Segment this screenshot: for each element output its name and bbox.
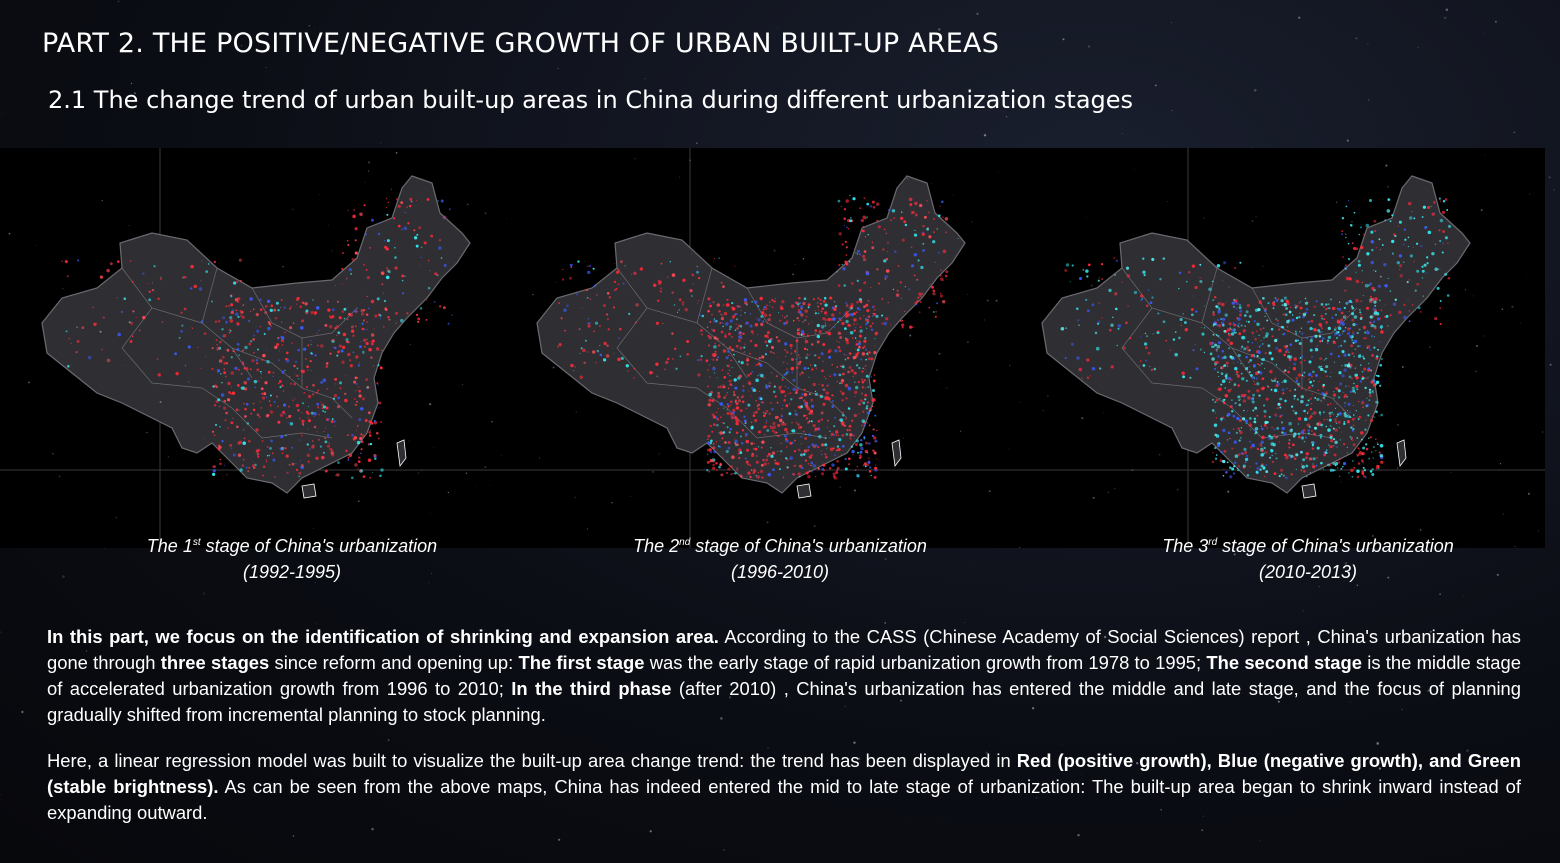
caption-stage-1-suffix: stage of China's urbanization xyxy=(200,536,438,556)
p1-emphasis-first-stage: The first stage xyxy=(518,652,645,673)
caption-stage-2-years: (1996-2010) xyxy=(730,562,830,582)
caption-stage-3-prefix: The 3 xyxy=(1162,536,1209,556)
map-stage-3 xyxy=(1028,148,1545,548)
p2-emphasis-legend: Red (positive growth), Blue (negative gr… xyxy=(47,750,1522,797)
map-stage-2 xyxy=(530,148,1030,548)
p1-emphasis-three-stages: three stages xyxy=(160,652,270,673)
caption-stage-3-suffix: stage of China's urbanization xyxy=(1217,536,1454,556)
caption-stage-3-ordinal: rd xyxy=(1208,537,1218,548)
p1-text-2: since reform and opening up: xyxy=(269,652,519,673)
caption-stage-1-years: (1992-1995) xyxy=(242,562,342,582)
paragraph-stages: In this part, we focus on the identifica… xyxy=(47,624,1521,728)
caption-stage-1-ordinal: st xyxy=(192,537,201,548)
p1-emphasis-focus: In this part, we focus on the identifica… xyxy=(47,626,719,647)
china-map-svg xyxy=(530,148,1030,548)
china-outline xyxy=(1041,175,1471,494)
p1-text-4: is the middle stage of accelerated urban… xyxy=(47,652,1521,699)
caption-stage-3-years: (2010-2013) xyxy=(1258,562,1358,582)
maps-band xyxy=(0,148,1545,548)
p1-emphasis-third-phase: In the third phase xyxy=(511,678,672,699)
china-outline xyxy=(536,175,966,494)
china-map-svg xyxy=(0,148,540,548)
caption-stage-2-ordinal: nd xyxy=(679,537,691,548)
page-subtitle: 2.1 The change trend of urban built-up a… xyxy=(48,86,1134,114)
p2-text-1: Here, a linear regression model was buil… xyxy=(47,750,1017,771)
p1-text-1: According to the CASS (Chinese Academy o… xyxy=(47,626,1521,673)
china-outline xyxy=(41,175,471,494)
page-title: PART 2. THE POSITIVE/NEGATIVE GROWTH OF … xyxy=(42,28,1000,59)
caption-stage-2: The 2nd stage of China's urbanization (1… xyxy=(570,530,990,585)
china-map-svg xyxy=(1028,148,1545,548)
paragraph-regression: Here, a linear regression model was buil… xyxy=(47,748,1521,826)
p1-emphasis-second-stage: The second stage xyxy=(1206,652,1362,673)
caption-stage-3: The 3rd stage of China's urbanization (2… xyxy=(1098,530,1518,585)
p1-text-3: was the early stage of rapid urbanizatio… xyxy=(644,652,1207,673)
p2-text-2: As can be seen from the above maps, Chin… xyxy=(47,776,1521,823)
caption-stage-2-prefix: The 2 xyxy=(633,536,680,556)
caption-stage-1: The 1st stage of China's urbanization (1… xyxy=(82,530,502,585)
p1-text-5: (after 2010) , China's urbanization has … xyxy=(47,678,1521,725)
caption-stage-2-suffix: stage of China's urbanization xyxy=(690,536,927,556)
map-stage-1 xyxy=(0,148,540,548)
caption-stage-1-prefix: The 1 xyxy=(146,536,193,556)
